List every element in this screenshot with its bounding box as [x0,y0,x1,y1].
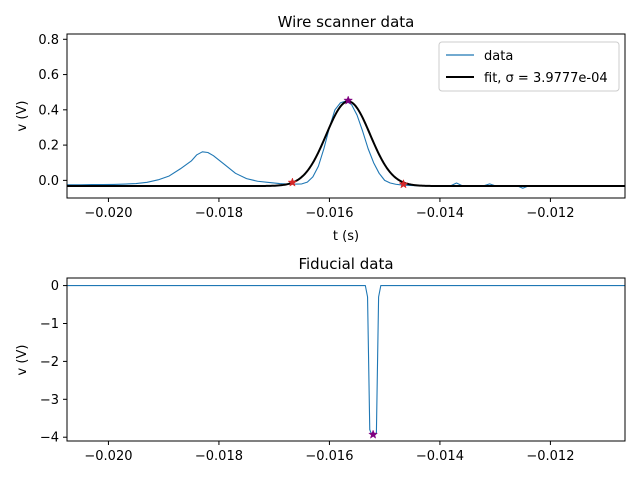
y-tick-label: −3 [40,393,59,408]
y-tick-label: −2 [40,355,59,370]
y-tick-label: −4 [40,431,59,446]
wire-scanner-title: Wire scanner data [278,13,415,31]
x-tick-label: −0.020 [84,206,132,221]
legend: data fit, σ = 3.9777e-04 [438,41,620,92]
x-tick-label: −0.014 [416,449,464,464]
x-tick-label: −0.014 [416,206,464,221]
wire-scanner-x-ticks: −0.020 −0.018 −0.016 −0.014 −0.012 [84,198,574,221]
fiducial-markers [368,429,379,439]
legend-box [438,41,620,92]
wire-scanner-xlabel: t (s) [333,229,359,244]
fiducial-ylabel: v (V) [15,345,30,376]
fiducial-title: Fiducial data [298,255,393,273]
x-tick-label: −0.020 [84,449,132,464]
y-tick-label: 0.2 [38,139,59,154]
fiducial-panel: Fiducial data v (V) −0.020 −0.018 −0.016 −0… [15,255,626,464]
x-tick-label: −0.016 [305,206,353,221]
x-tick-label: −0.012 [526,206,574,221]
wire-scanner-ylabel: v (V) [15,101,30,132]
star-marker [398,179,409,189]
y-tick-label: 0.6 [38,68,59,83]
legend-fit-label: fit, σ = 3.9777e-04 [484,71,608,86]
y-tick-label: 0.0 [38,174,59,189]
wire-scanner-markers [287,95,409,189]
x-tick-label: −0.016 [305,449,353,464]
y-tick-label: 0.8 [38,33,59,48]
y-tick-label: 0 [51,279,59,294]
wire-scanner-panel: Wire scanner data v (V) t (s) −0.020 −0.0… [15,13,626,244]
wire-scanner-axes-frame [66,33,626,199]
legend-data-label: data [484,49,513,64]
star-marker [343,95,354,105]
x-tick-label: −0.012 [526,449,574,464]
x-tick-label: −0.018 [195,449,243,464]
wire-scanner-y-ticks: 0.0 0.2 0.4 0.6 0.8 [38,33,67,189]
y-tick-label: 0.4 [38,103,59,118]
y-tick-label: −1 [40,317,59,332]
fiducial-x-ticks: −0.020 −0.018 −0.016 −0.014 −0.012 [84,441,574,464]
fiducial-y-ticks: 0 −1 −2 −3 −4 [40,279,67,446]
fiducial-axes-frame [66,277,626,442]
star-marker [368,429,379,439]
x-tick-label: −0.018 [195,206,243,221]
star-marker [287,177,298,187]
